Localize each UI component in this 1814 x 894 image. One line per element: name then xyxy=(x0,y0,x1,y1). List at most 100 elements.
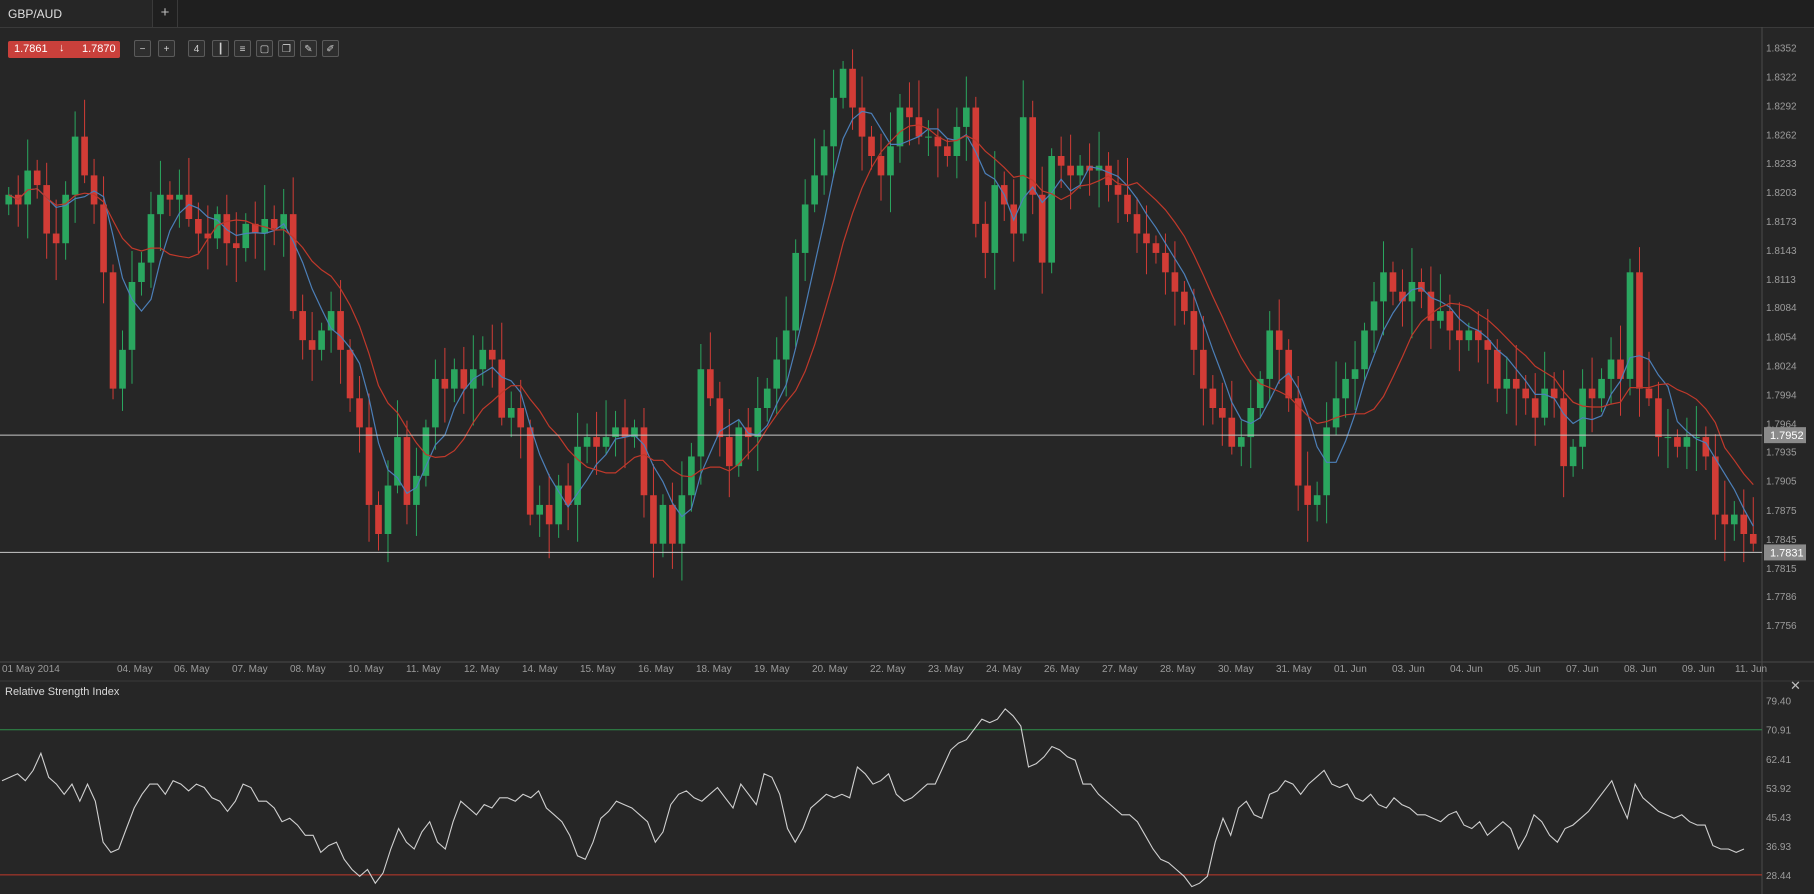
candle xyxy=(1617,359,1624,379)
chart-type-icon[interactable]: ▢ xyxy=(256,40,273,57)
price-tick-label: 1.7964 xyxy=(1766,420,1797,431)
copy-icon[interactable]: ❐ xyxy=(278,40,295,57)
candle xyxy=(915,117,923,137)
candle xyxy=(147,214,155,263)
candle xyxy=(1038,194,1046,263)
bid-price: 1.7861 xyxy=(14,43,48,55)
candle xyxy=(640,427,648,496)
candle xyxy=(1693,437,1700,439)
rsi-tick-label: 62.41 xyxy=(1766,755,1791,766)
candle xyxy=(1256,378,1264,408)
candle xyxy=(763,388,771,408)
candle xyxy=(1740,514,1748,534)
candle xyxy=(479,349,487,370)
price-marker-box xyxy=(1764,427,1806,444)
time-tick-label: 14. May xyxy=(522,664,558,675)
indicators-icon[interactable]: ≡ xyxy=(234,40,251,57)
time-tick-label: 20. May xyxy=(812,664,848,675)
candle xyxy=(1266,330,1274,379)
candles-icon[interactable]: ┃ xyxy=(212,40,229,57)
candle xyxy=(1493,349,1501,389)
candle xyxy=(1749,534,1757,544)
price-tick-label: 1.8024 xyxy=(1766,361,1797,372)
candle xyxy=(991,185,999,253)
candle xyxy=(669,504,676,544)
candle xyxy=(621,427,629,438)
price-tick-label: 1.7786 xyxy=(1766,592,1797,603)
candle xyxy=(1702,437,1710,457)
candle xyxy=(1730,514,1738,525)
candle xyxy=(1313,495,1321,505)
zoom-out-icon[interactable]: − xyxy=(134,40,151,57)
candle xyxy=(1645,388,1653,399)
candle xyxy=(1162,252,1169,273)
quote-box[interactable]: 1.7861 ↓ 1.7870 xyxy=(8,41,120,58)
candle xyxy=(1380,272,1387,302)
price-marker-box xyxy=(1764,544,1806,561)
candle xyxy=(1275,330,1283,350)
price-tick-label: 1.8113 xyxy=(1766,275,1796,286)
candle xyxy=(1124,194,1131,215)
candle xyxy=(119,349,126,389)
candle xyxy=(725,437,733,467)
candle xyxy=(1484,340,1492,350)
candle xyxy=(820,146,828,176)
zoom-in-icon[interactable]: + xyxy=(158,40,175,57)
candle xyxy=(403,437,411,505)
time-tick-label: 07. May xyxy=(232,664,268,675)
candle xyxy=(232,243,240,249)
draw-icon[interactable]: ✐ xyxy=(322,40,339,57)
candle xyxy=(422,427,430,476)
price-tick-label: 1.8084 xyxy=(1766,303,1797,314)
candle xyxy=(602,437,610,447)
time-tick-label: 05. Jun xyxy=(1508,664,1541,675)
price-tick-label: 1.8352 xyxy=(1766,43,1797,54)
candle xyxy=(204,233,212,239)
candle xyxy=(944,146,951,156)
tab-gbpaud[interactable]: GBP/AUD xyxy=(0,0,153,27)
candle xyxy=(1456,330,1463,341)
rsi-line xyxy=(1,708,1745,888)
price-marker-label: 1.7831 xyxy=(1770,547,1804,559)
time-tick-label: 01. Jun xyxy=(1334,664,1367,675)
candle xyxy=(849,68,856,108)
close-icon[interactable]: ✕ xyxy=(1790,678,1801,693)
candle xyxy=(1550,388,1558,399)
time-tick-label: 06. May xyxy=(174,664,210,675)
candle xyxy=(1683,437,1691,447)
candle xyxy=(1342,378,1349,399)
rsi-tick-label: 45.43 xyxy=(1766,813,1791,824)
rsi-tick-label: 70.91 xyxy=(1766,726,1791,737)
candle xyxy=(811,175,818,205)
period-button[interactable]: 4 xyxy=(188,40,205,57)
candle xyxy=(441,378,449,389)
candle xyxy=(1465,330,1473,341)
time-tick-label: 01 May 2014 xyxy=(2,664,60,675)
candle xyxy=(1067,165,1074,176)
edit-icon[interactable]: ✎ xyxy=(300,40,317,57)
candle xyxy=(1351,369,1359,379)
candle xyxy=(1209,388,1217,408)
candle xyxy=(100,204,107,273)
candle xyxy=(1247,408,1255,438)
arrow-down-icon: ↓ xyxy=(59,42,65,54)
add-tab-button[interactable]: + xyxy=(153,0,178,27)
candle xyxy=(631,427,638,438)
candle xyxy=(280,214,288,229)
price-tick-label: 1.7875 xyxy=(1766,506,1797,517)
candle xyxy=(526,427,534,515)
candle xyxy=(1076,165,1084,176)
candle xyxy=(678,495,686,544)
candle xyxy=(934,136,942,147)
candle xyxy=(1503,378,1511,389)
ask-price: 1.7870 xyxy=(82,43,116,55)
candle xyxy=(1370,301,1378,331)
candle xyxy=(754,408,762,438)
candle xyxy=(185,194,193,219)
candle xyxy=(1086,165,1093,171)
candle xyxy=(270,219,278,229)
candle xyxy=(43,185,50,234)
candle xyxy=(1531,398,1539,418)
rsi-tick-label: 36.93 xyxy=(1766,842,1791,853)
candle xyxy=(1152,243,1160,253)
